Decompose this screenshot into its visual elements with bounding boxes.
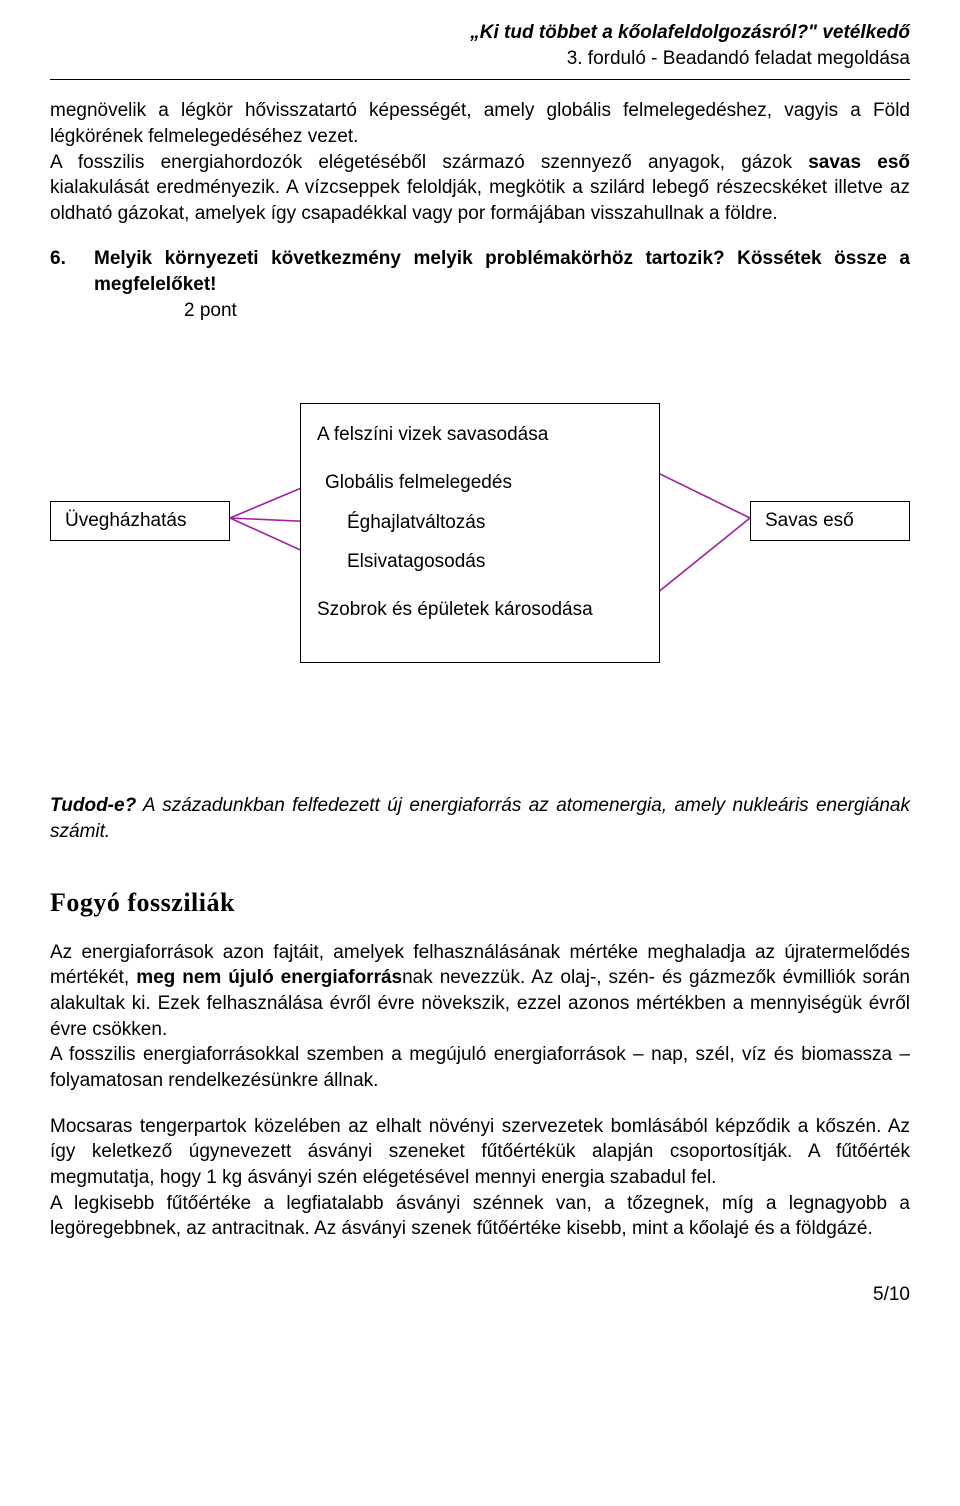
matching-diagram: Üvegházhatás A felszíni vizek savasodása… xyxy=(50,363,910,703)
tudod-e-paragraph: Tudod-e? A századunkban felfedezett új e… xyxy=(50,793,910,844)
diagram-right-box: Savas eső xyxy=(750,501,910,541)
section-heading-fogyo: Fogyó fossziliák xyxy=(50,885,910,920)
header-title: „Ki tud többet a kőolafeldolgozásról?" v… xyxy=(50,20,910,46)
body-para-2: A fosszilis energiaforrásokkal szemben a… xyxy=(50,1042,910,1093)
intro-paragraph-2: A fosszilis energiahordozók elégetéséből… xyxy=(50,150,910,227)
center-item-4: Elsivatagosodás xyxy=(317,549,643,575)
header-rule xyxy=(50,79,910,80)
center-item-3: Éghajlatváltozás xyxy=(317,510,643,536)
center-item-2: Globális felmelegedés xyxy=(317,470,643,496)
header-subtitle: 3. forduló - Beadandó feladat megoldása xyxy=(50,46,910,72)
center-item-1: A felszíni vizek savasodása xyxy=(317,422,643,448)
tudod-e-text: A századunkban felfedezett új energiafor… xyxy=(50,795,910,842)
page-number: 5/10 xyxy=(50,1282,910,1308)
q6-subline: 2 pont xyxy=(94,298,910,324)
left-box-label: Üvegházhatás xyxy=(65,510,186,531)
intro-text-2a: A fosszilis energiahordozók elégetéséből… xyxy=(50,152,808,173)
intro-paragraph-1: megnövelik a légkör hővisszatartó képess… xyxy=(50,98,910,149)
diagram-left-box: Üvegházhatás xyxy=(50,501,230,541)
p1-bold: meg nem újuló energiaforrás xyxy=(136,967,402,988)
page-header: „Ki tud többet a kőolafeldolgozásról?" v… xyxy=(50,20,910,71)
q6-number: 6. xyxy=(50,246,94,297)
center-item-5: Szobrok és épületek károsodása xyxy=(317,597,643,623)
q6-points: 2 pont xyxy=(184,300,237,321)
intro-bold-savas-eso: savas eső xyxy=(808,152,910,173)
intro-text-2b: kialakulását eredményezik. A vízcseppek … xyxy=(50,177,910,224)
diagram-center-box: A felszíni vizek savasodása Globális fel… xyxy=(300,403,660,663)
q6-text: Melyik környezeti következmény melyik pr… xyxy=(94,246,910,297)
tudod-e-prefix: Tudod-e? xyxy=(50,795,136,816)
question-6: 6. Melyik környezeti következmény melyik… xyxy=(50,246,910,323)
body-para-4: A legkisebb fűtőértéke a legfiatalabb ás… xyxy=(50,1191,910,1242)
body-para-3: Mocsaras tengerpartok közelében az elhal… xyxy=(50,1114,910,1191)
right-box-label: Savas eső xyxy=(765,510,854,531)
body-para-1: Az energiaforrások azon fajtáit, amelyek… xyxy=(50,940,910,1043)
